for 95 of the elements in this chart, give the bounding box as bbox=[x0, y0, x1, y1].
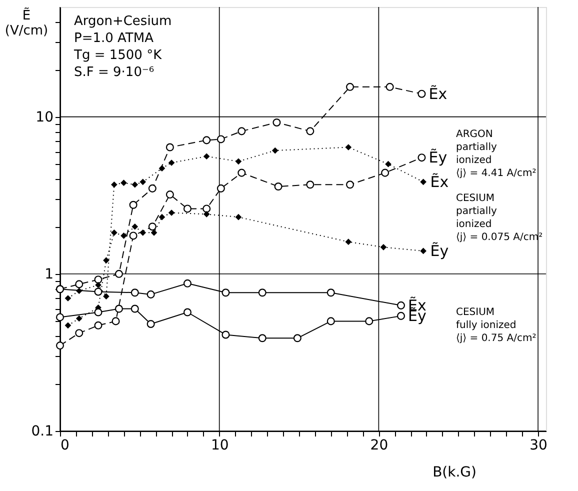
point bbox=[148, 184, 156, 192]
point bbox=[420, 178, 426, 186]
point bbox=[272, 118, 281, 126]
point bbox=[94, 276, 102, 284]
point bbox=[168, 210, 175, 216]
point bbox=[380, 244, 387, 250]
point bbox=[103, 293, 110, 300]
point bbox=[56, 342, 64, 350]
point bbox=[202, 136, 211, 144]
point bbox=[202, 204, 211, 213]
point bbox=[365, 317, 374, 326]
point bbox=[129, 232, 138, 240]
y-axis-title: Ẽ (V/cm) bbox=[4, 8, 48, 38]
point bbox=[235, 214, 242, 220]
point bbox=[418, 90, 426, 98]
point bbox=[140, 178, 146, 186]
point bbox=[420, 248, 426, 254]
point bbox=[326, 288, 335, 297]
point bbox=[418, 154, 426, 162]
point bbox=[94, 321, 102, 330]
y-tick-label: 10 bbox=[36, 109, 54, 126]
point bbox=[222, 330, 230, 339]
point bbox=[132, 181, 138, 188]
point bbox=[183, 204, 192, 213]
point bbox=[203, 153, 210, 160]
point bbox=[111, 230, 118, 236]
point bbox=[345, 238, 352, 245]
point bbox=[64, 295, 72, 302]
point bbox=[112, 317, 120, 326]
point bbox=[75, 280, 84, 288]
point bbox=[326, 317, 335, 326]
point bbox=[120, 232, 127, 239]
point bbox=[274, 182, 282, 191]
series-label: Ẽx bbox=[428, 84, 448, 103]
point bbox=[216, 184, 225, 192]
x-tick-label: 10 bbox=[210, 438, 229, 454]
point bbox=[146, 320, 155, 328]
point bbox=[140, 230, 146, 236]
point bbox=[56, 313, 64, 322]
y-tick-label: 0.1 bbox=[31, 424, 54, 440]
point bbox=[216, 135, 225, 144]
x-axis-title: B(k.G) bbox=[432, 464, 476, 480]
point bbox=[158, 214, 166, 220]
point bbox=[132, 223, 138, 230]
point bbox=[120, 180, 127, 186]
series-label: Ẽx bbox=[430, 172, 449, 191]
x-tick-label: 0 bbox=[60, 438, 70, 454]
point bbox=[346, 82, 354, 91]
point bbox=[158, 165, 166, 172]
point bbox=[345, 144, 352, 150]
point bbox=[150, 230, 158, 236]
point bbox=[183, 279, 192, 288]
point bbox=[103, 257, 110, 264]
point bbox=[346, 180, 354, 189]
point bbox=[293, 334, 302, 342]
point bbox=[166, 143, 174, 152]
point bbox=[306, 180, 314, 189]
y-tick-label: 1 bbox=[44, 266, 54, 282]
point bbox=[148, 222, 156, 231]
annotation: ARGON partially ionized ⟨j⟩ = 4.41 A/cm² bbox=[456, 129, 536, 179]
point bbox=[258, 334, 266, 342]
point bbox=[381, 168, 390, 177]
point bbox=[114, 304, 123, 313]
series-label: Ẽy bbox=[430, 242, 449, 260]
point bbox=[75, 329, 84, 338]
point bbox=[183, 308, 192, 316]
point bbox=[146, 290, 155, 298]
point bbox=[306, 127, 314, 136]
point bbox=[76, 315, 82, 322]
point bbox=[166, 190, 174, 199]
point bbox=[396, 312, 406, 320]
point bbox=[94, 308, 102, 316]
point bbox=[235, 158, 242, 165]
point bbox=[130, 288, 139, 297]
annotation: CESIUM fully ionized ⟨j⟩ = 0.75 A/cm² bbox=[456, 307, 536, 344]
point bbox=[130, 304, 139, 313]
series-label: Ẽy bbox=[428, 148, 448, 167]
point bbox=[203, 211, 210, 218]
point bbox=[238, 168, 246, 177]
point bbox=[168, 160, 175, 166]
point bbox=[222, 288, 230, 297]
point bbox=[258, 288, 266, 297]
annotation: Argon+Cesium P=1.0 ATMA Tg = 1500 °K S.F = 9·10⁻⁶ bbox=[73, 14, 172, 80]
point bbox=[64, 322, 72, 329]
point bbox=[396, 301, 406, 310]
point bbox=[272, 147, 278, 154]
point bbox=[114, 270, 123, 278]
point bbox=[94, 288, 102, 296]
x-tick-label: 30 bbox=[530, 438, 548, 454]
point bbox=[238, 127, 246, 136]
point bbox=[129, 200, 138, 209]
point bbox=[386, 82, 394, 91]
x-tick-label: 20 bbox=[370, 438, 388, 454]
point bbox=[385, 160, 392, 168]
point bbox=[111, 181, 118, 188]
